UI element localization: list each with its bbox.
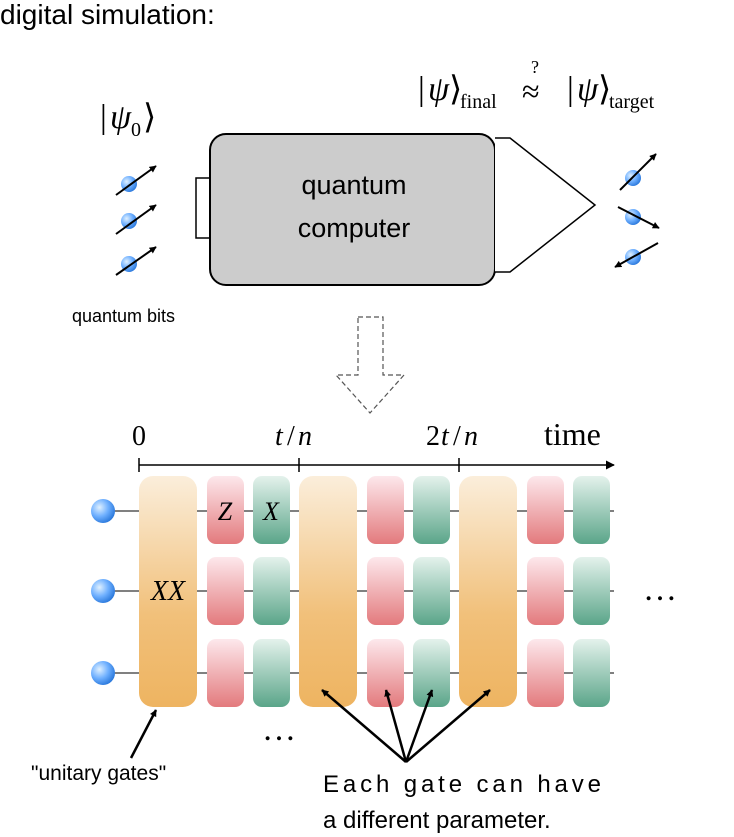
z-gate xyxy=(207,476,244,544)
circuit-qubits xyxy=(91,499,115,685)
two-qubit-gates: XX xyxy=(139,476,517,707)
x-gate xyxy=(253,639,290,707)
time-axis-label: time xyxy=(544,416,601,452)
x-gate xyxy=(253,557,290,625)
ket-left-bar: | xyxy=(100,99,107,136)
z-gate xyxy=(527,639,564,707)
x-gate xyxy=(573,639,610,707)
parameter-arrow xyxy=(405,689,491,763)
initial-subscript: 0 xyxy=(131,119,141,141)
parameter-arrow xyxy=(321,689,407,763)
parameter-arrow xyxy=(404,689,434,763)
psi-initial-symbol: ψ xyxy=(110,99,132,136)
state-comparison-formula: | ψ ⟩ final ? ≈ | ψ ⟩ target xyxy=(418,57,655,113)
qubit-spin-down-left xyxy=(614,242,659,268)
qubit-spin-up xyxy=(115,204,157,235)
qubit-spin-down-right xyxy=(617,206,660,229)
target-subscript: target xyxy=(609,91,655,113)
z-gate xyxy=(527,476,564,544)
x-gate xyxy=(573,476,610,544)
ket-right-angle: ⟩ xyxy=(449,71,462,108)
x-gate-label: X xyxy=(262,497,280,526)
z-gate xyxy=(367,639,404,707)
z-gate xyxy=(207,639,244,707)
time-axis: 0 t / n 2 t / n time xyxy=(132,416,615,472)
tick-label-n: n xyxy=(464,421,478,452)
final-subscript: final xyxy=(460,91,497,113)
tick-label-slash: / xyxy=(453,421,461,452)
ket-right-angle: ⟩ xyxy=(598,71,611,108)
ellipsis-more-qubits: … xyxy=(262,711,296,748)
annotation-arrows xyxy=(129,689,491,763)
computer-label-line1: quantum xyxy=(301,170,406,200)
z-gate-label: Z xyxy=(218,497,233,526)
approx-question-mark: ? xyxy=(531,57,539,77)
input-port xyxy=(195,177,212,239)
xx-gate xyxy=(459,476,517,707)
psi-final-symbol: ψ xyxy=(428,71,450,108)
single-qubit-gates: Z X xyxy=(207,476,610,707)
circuit-qubit xyxy=(91,499,115,523)
x-gate xyxy=(413,476,450,544)
tick-label-slash: / xyxy=(287,421,295,452)
circuit-qubit xyxy=(91,661,115,685)
xx-gate-label: XX xyxy=(150,576,186,607)
initial-state-label: | ψ 0 ⟩ xyxy=(100,99,156,141)
output-qubits xyxy=(614,153,660,268)
x-gate xyxy=(413,557,450,625)
quantum-computer: quantum computer xyxy=(195,133,597,286)
quantum-bits-label: quantum bits xyxy=(72,306,175,326)
qubit-spin-up xyxy=(115,246,157,276)
tick-label-t: t xyxy=(441,421,450,452)
ellipsis-continuation: … xyxy=(643,571,677,608)
x-gate xyxy=(413,639,450,707)
tick-label-t: t xyxy=(275,421,284,452)
z-gate xyxy=(367,476,404,544)
z-gate xyxy=(367,557,404,625)
approx-symbol: ≈ xyxy=(522,73,540,109)
xx-gate xyxy=(299,476,357,707)
qubit-spin-up xyxy=(619,153,657,191)
parameter-note-line2: a different parameter. xyxy=(323,807,551,834)
unitary-gates-label: "unitary gates" xyxy=(31,762,166,785)
decomposition-arrow xyxy=(334,316,406,414)
xx-gate xyxy=(139,476,197,707)
output-arrow xyxy=(495,137,597,273)
computer-box xyxy=(209,133,496,286)
psi-target-symbol: ψ xyxy=(577,71,599,108)
tick-label-0: 0 xyxy=(132,421,146,452)
parameter-arrow xyxy=(384,689,408,763)
heading: digital simulation: xyxy=(0,0,215,30)
tick-label-n: n xyxy=(298,421,312,452)
ket-left-bar: | xyxy=(418,71,425,108)
tick-label-2: 2 xyxy=(426,421,440,452)
qubit-spin-up xyxy=(115,165,157,196)
computer-label-line2: computer xyxy=(298,213,411,243)
x-gate xyxy=(253,476,290,544)
circuit-qubit xyxy=(91,579,115,603)
z-gate xyxy=(527,557,564,625)
ket-left-bar: | xyxy=(567,71,574,108)
x-gate xyxy=(573,557,610,625)
unitary-gates-arrow xyxy=(129,709,158,759)
input-qubits xyxy=(115,165,157,276)
z-gate xyxy=(207,557,244,625)
parameter-note-line1: Each gate can have xyxy=(323,771,601,798)
ket-right-angle: ⟩ xyxy=(143,99,156,136)
